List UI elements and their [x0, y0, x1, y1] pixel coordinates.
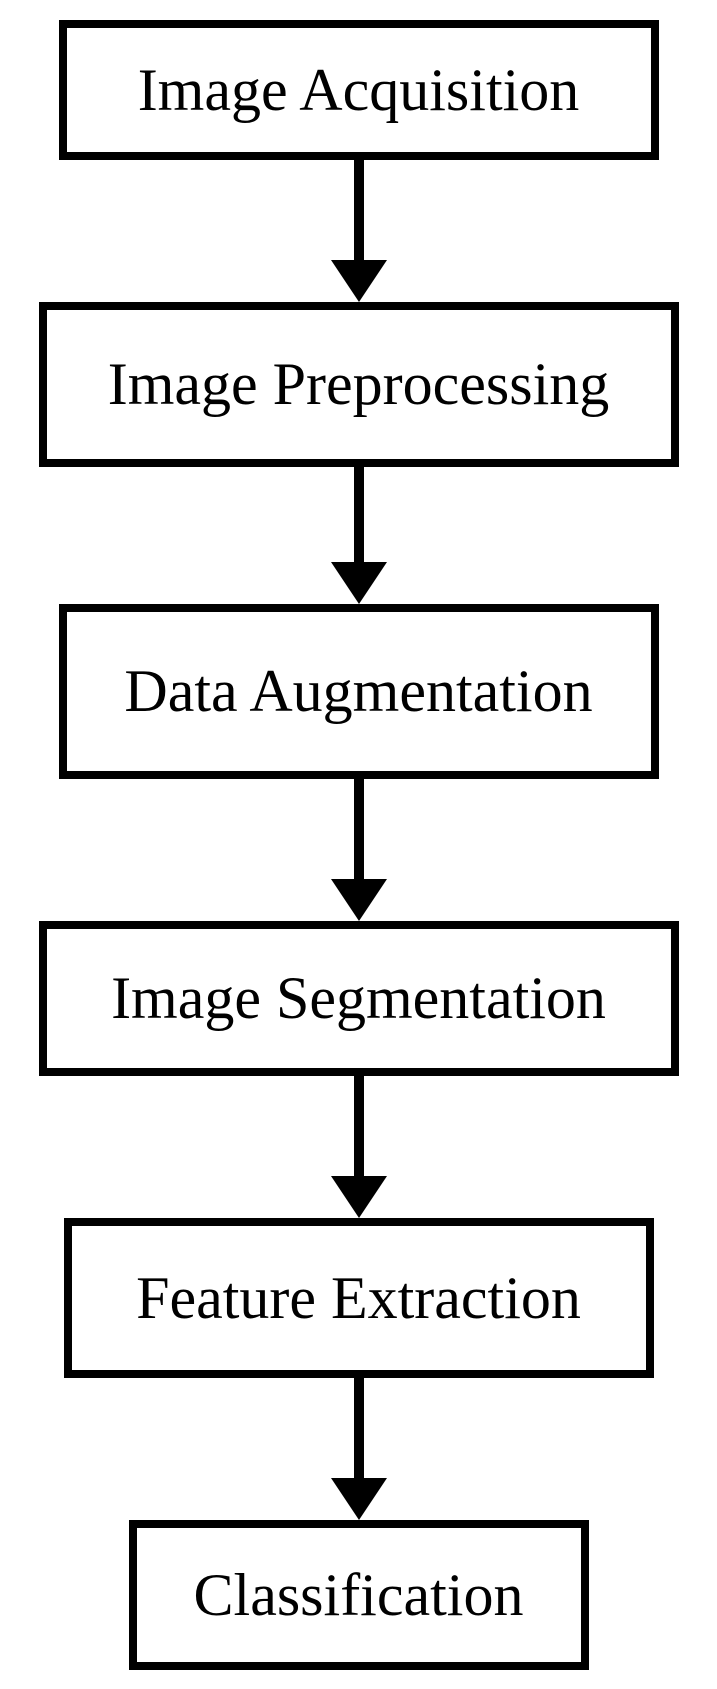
arrow-head-icon: [331, 1478, 387, 1520]
arrow-head-icon: [331, 879, 387, 921]
arrow-line: [354, 1378, 364, 1478]
flowchart-node-label: Image Acquisition: [138, 56, 580, 125]
arrow-line: [354, 467, 364, 562]
flowchart-node-label: Image Preprocessing: [108, 350, 610, 419]
flowchart-node-label: Data Augmentation: [124, 657, 592, 726]
arrow-line: [354, 779, 364, 879]
flowchart-arrow: [331, 779, 387, 921]
flowchart-node-label: Classification: [194, 1561, 524, 1630]
flowchart-node-n3: Data Augmentation: [59, 604, 659, 779]
flowchart-node-label: Image Segmentation: [111, 964, 606, 1033]
flowchart-container: Image Acquisition Image Preprocessing Data…: [39, 20, 679, 1670]
arrow-head-icon: [331, 562, 387, 604]
flowchart-node-n2: Image Preprocessing: [39, 302, 679, 467]
arrow-line: [354, 160, 364, 260]
arrow-head-icon: [331, 1176, 387, 1218]
flowchart-arrow: [331, 1076, 387, 1218]
flowchart-node-n4: Image Segmentation: [39, 921, 679, 1076]
flowchart-node-n1: Image Acquisition: [59, 20, 659, 160]
flowchart-node-label: Feature Extraction: [136, 1264, 581, 1333]
flowchart-node-n5: Feature Extraction: [64, 1218, 654, 1378]
flowchart-node-n6: Classification: [129, 1520, 589, 1670]
flowchart-arrow: [331, 160, 387, 302]
arrow-line: [354, 1076, 364, 1176]
flowchart-arrow: [331, 467, 387, 604]
arrow-head-icon: [331, 260, 387, 302]
flowchart-arrow: [331, 1378, 387, 1520]
